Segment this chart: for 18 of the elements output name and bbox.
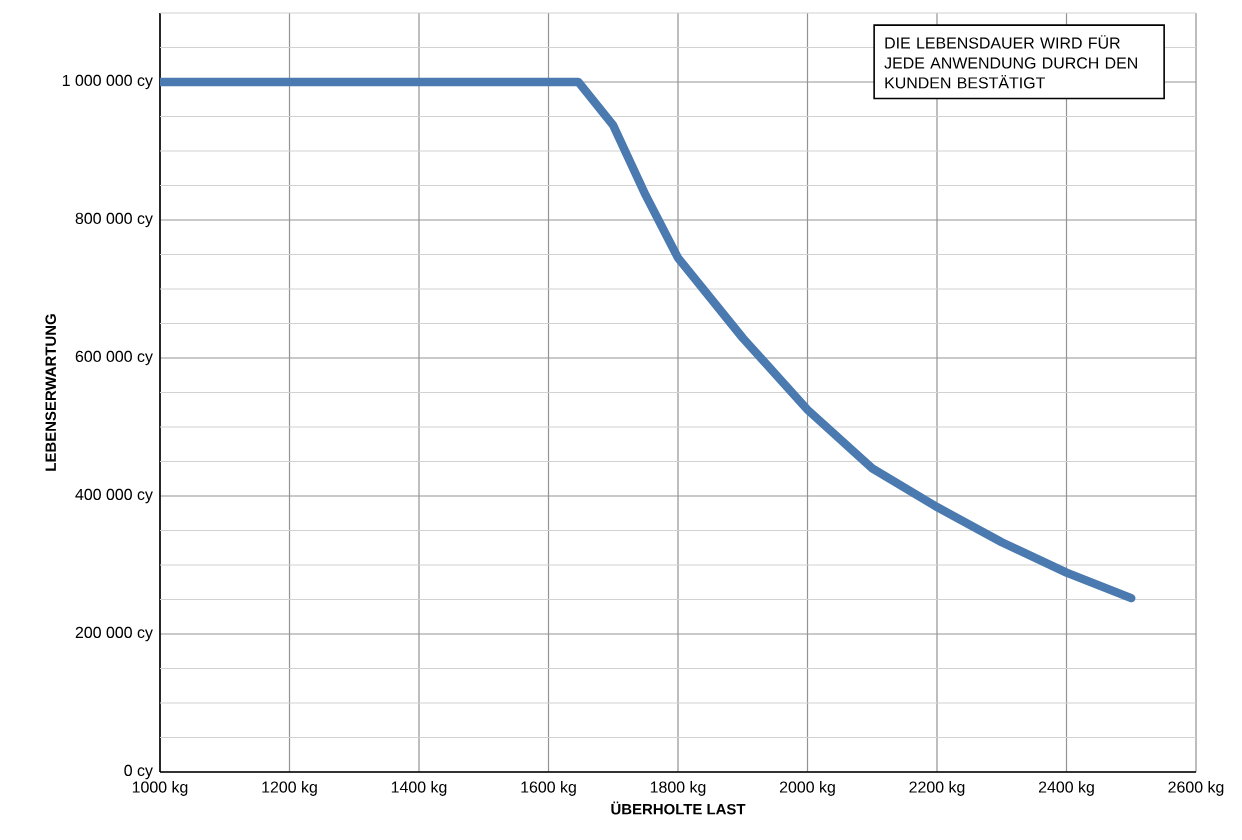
- x-tick-label: 2400 kg: [1038, 781, 1094, 796]
- x-axis-title: ÜBERHOLTE LAST: [611, 801, 746, 815]
- annotation: DIE LEBENSDAUER WIRD FÜR JEDE ANWENDUNG DURCH DEN KUNDEN BESTÄTIGT: [884, 35, 1137, 89]
- x-tick-label: 2200 kg: [909, 781, 965, 796]
- y-tick-label: 200 000 cy: [75, 626, 153, 642]
- x-tick-label: 2000 kg: [779, 781, 835, 796]
- x-tick-label: 1400 kg: [391, 781, 447, 796]
- x-tick-label: 1600 kg: [521, 781, 576, 796]
- y-tick-label: 0 cy: [124, 764, 153, 780]
- y-tick-label: 400 000 cy: [75, 488, 153, 504]
- x-tick-label: 1000 kg: [132, 781, 188, 796]
- y-tick-label: 600 000 cy: [75, 350, 153, 366]
- y-tick-label: 800 000 cy: [75, 212, 153, 228]
- y-axis-title: LEBENSERWARTUNG: [45, 314, 57, 471]
- x-tick-label: 1200 kg: [262, 781, 317, 796]
- x-tick-label: 2600 kg: [1168, 781, 1224, 796]
- x-tick-label: 1800 kg: [650, 781, 706, 796]
- y-tick-label: 1 000 000 cy: [62, 74, 153, 90]
